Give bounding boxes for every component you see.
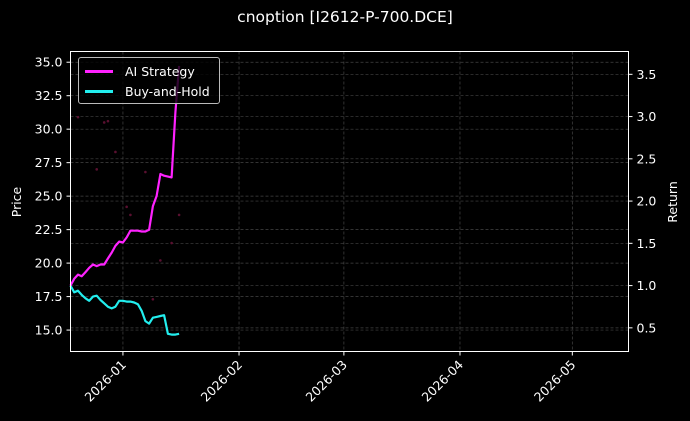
legend-label: Buy-and-Hold [125, 83, 210, 99]
svg-text:2026-01: 2026-01 [82, 357, 130, 405]
svg-text:35.0: 35.0 [35, 55, 63, 70]
legend: AI Strategy Buy-and-Hold [78, 57, 220, 104]
svg-text:20.0: 20.0 [35, 256, 63, 271]
buy-and-hold-line [69, 285, 180, 336]
legend-label: AI Strategy [125, 63, 195, 79]
svg-text:2.0: 2.0 [637, 194, 657, 209]
svg-text:3.5: 3.5 [637, 67, 657, 82]
svg-text:22.5: 22.5 [35, 222, 63, 237]
svg-text:32.5: 32.5 [35, 88, 63, 103]
x-axis: 2026-01 2026-02 2026-03 2026-04 2026-05 [82, 351, 579, 405]
ai-strategy-swatch-icon [85, 69, 113, 73]
svg-text:25.0: 25.0 [35, 189, 63, 204]
legend-item-ai-strategy: AI Strategy [85, 62, 195, 80]
left-axis-label: Price [9, 186, 24, 217]
chart-title: cnoption [I2612-P-700.DCE] [237, 8, 453, 26]
legend-item-buy-and-hold: Buy-and-Hold [85, 82, 210, 100]
svg-text:1.0: 1.0 [637, 278, 657, 293]
svg-text:30.0: 30.0 [35, 122, 63, 137]
svg-text:2.5: 2.5 [637, 151, 657, 166]
svg-text:27.5: 27.5 [35, 155, 63, 170]
price-scatter [76, 115, 181, 301]
buy-and-hold-swatch-icon [85, 89, 113, 93]
left-y-axis: 15.0 17.5 20.0 22.5 25.0 27.5 30.0 32.5 35.0 [35, 55, 71, 338]
right-axis-label: Return [665, 181, 680, 222]
svg-text:2026-03: 2026-03 [302, 357, 350, 405]
svg-text:3.0: 3.0 [637, 109, 657, 124]
svg-text:1.5: 1.5 [637, 236, 657, 251]
svg-text:2026-02: 2026-02 [198, 357, 246, 405]
ai-strategy-line [69, 65, 181, 287]
right-y-axis: 0.5 1.0 1.5 2.0 2.5 3.0 3.5 [628, 67, 657, 335]
svg-text:2026-05: 2026-05 [531, 357, 579, 405]
svg-text:15.0: 15.0 [35, 323, 63, 338]
svg-text:0.5: 0.5 [637, 320, 657, 335]
svg-text:17.5: 17.5 [35, 289, 63, 304]
svg-text:2026-04: 2026-04 [419, 357, 467, 405]
